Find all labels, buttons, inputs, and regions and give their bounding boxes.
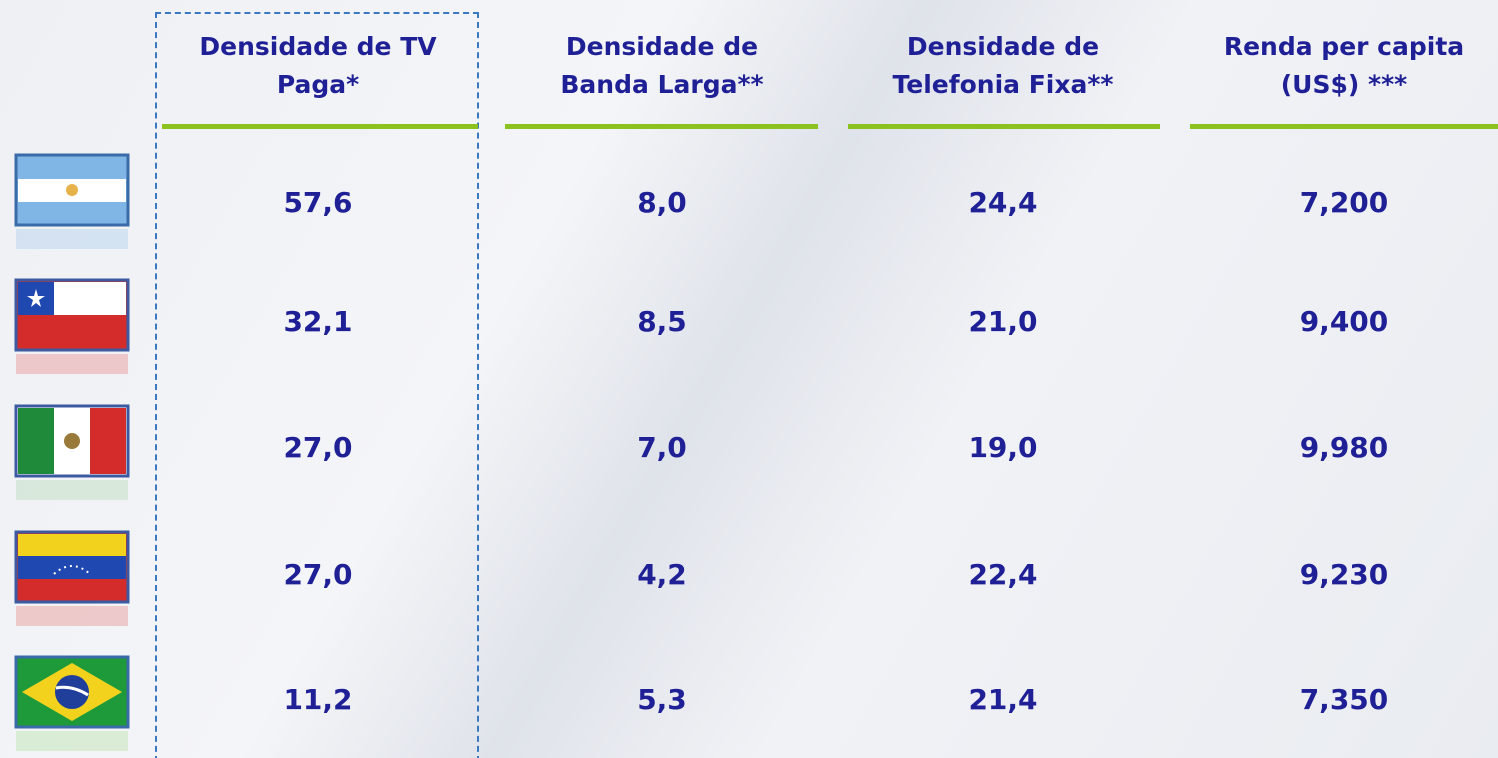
cell: 32,1 <box>283 305 353 338</box>
cell: 21,0 <box>968 305 1038 338</box>
column-header: Densidade de Banda Larga** <box>497 28 827 104</box>
cell: 4,2 <box>637 558 687 591</box>
highlight-box <box>155 12 479 758</box>
header-underline <box>1190 124 1498 129</box>
cell: 27,0 <box>283 558 353 591</box>
header-underline <box>505 124 818 129</box>
header-line: Densidade de TV <box>199 32 437 61</box>
column-header: Renda per capita (US$) *** <box>1179 28 1498 104</box>
column-header: Densidade de Telefonia Fixa** <box>838 28 1168 104</box>
cell: 22,4 <box>968 558 1038 591</box>
flag-brazil <box>14 655 130 751</box>
cell: 5,3 <box>637 683 687 716</box>
header-line: Densidade de <box>906 32 1100 61</box>
header-underline <box>162 124 478 129</box>
header-underline <box>848 124 1160 129</box>
cell: 7,0 <box>637 431 687 464</box>
flag-argentina <box>14 153 130 249</box>
column-header: Densidade de TV Paga* <box>153 28 483 104</box>
flag-venezuela <box>14 530 130 626</box>
cell: 9,400 <box>1299 305 1389 338</box>
header-line: Banda Larga** <box>560 70 764 99</box>
header-line: Renda per capita <box>1223 32 1465 61</box>
header-line: (US$) *** <box>1280 70 1408 99</box>
cell: 27,0 <box>283 431 353 464</box>
cell: 9,980 <box>1299 431 1389 464</box>
cell: 21,4 <box>968 683 1038 716</box>
cell: 19,0 <box>968 431 1038 464</box>
cell: 57,6 <box>283 186 353 219</box>
flag-mexico <box>14 404 130 500</box>
cell: 8,0 <box>637 186 687 219</box>
cell: 7,200 <box>1299 186 1389 219</box>
header-line: Densidade de <box>565 32 759 61</box>
cell: 8,5 <box>637 305 687 338</box>
flag-chile <box>14 278 130 374</box>
cell: 9,230 <box>1299 558 1389 591</box>
cell: 24,4 <box>968 186 1038 219</box>
cell: 11,2 <box>283 683 353 716</box>
header-line: Paga* <box>276 70 360 99</box>
cell: 7,350 <box>1299 683 1389 716</box>
header-line: Telefonia Fixa** <box>892 70 1114 99</box>
